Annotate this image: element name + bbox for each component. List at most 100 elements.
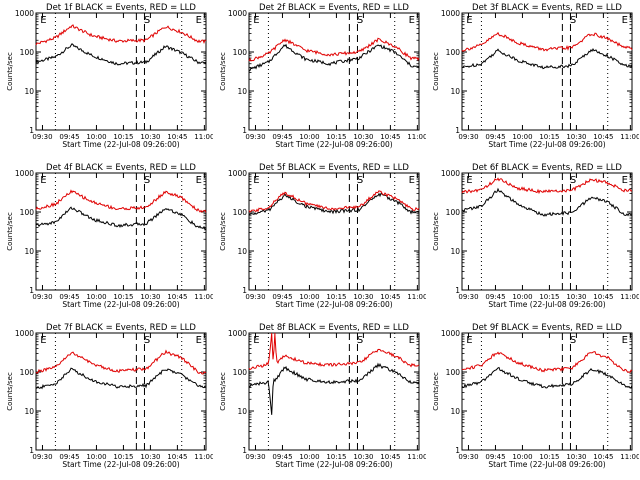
y-tick-label: 1: [29, 286, 34, 295]
marker-label: S: [357, 175, 363, 186]
y-tick-label: 100: [233, 208, 248, 217]
x-tick-label: 09:30: [245, 453, 265, 461]
chart-title: Det 1f BLACK = Events, RED = LLD: [46, 3, 196, 13]
series-lld: [35, 24, 207, 46]
marker-label: S: [570, 335, 576, 346]
marker-label: S: [570, 15, 576, 26]
series-events: [461, 366, 633, 389]
x-axis-title: Start Time (22-Jul-08 09:26:00): [275, 140, 392, 149]
marker-label: E: [622, 335, 628, 346]
x-tick-label: 11:00: [194, 133, 213, 141]
x-axis-title: Start Time (22-Jul-08 09:26:00): [62, 300, 179, 309]
x-tick-label: 10:30: [566, 293, 586, 301]
x-tick-label: 10:00: [299, 133, 319, 141]
marker-label: E: [253, 15, 259, 26]
series-lld: [248, 332, 420, 370]
x-tick-label: 10:00: [86, 293, 106, 301]
y-tick-label: 100: [446, 368, 461, 377]
y-axis-title: Counts/sec: [432, 52, 440, 91]
x-tick-label: 10:45: [380, 133, 400, 141]
x-tick-label: 10:30: [353, 133, 373, 141]
x-tick-label: 11:00: [407, 293, 426, 301]
x-tick-label: 10:30: [353, 293, 373, 301]
y-tick-label: 100: [20, 368, 35, 377]
x-tick-label: 11:00: [194, 293, 213, 301]
x-tick-label: 10:45: [593, 453, 613, 461]
y-tick-label: 100: [20, 48, 35, 57]
x-tick-label: 10:45: [593, 133, 613, 141]
series-lld: [248, 190, 420, 213]
y-tick-label: 100: [233, 48, 248, 57]
x-axis-title: Start Time (22-Jul-08 09:26:00): [275, 460, 392, 469]
y-tick-label: 10: [237, 407, 247, 416]
plot-frame: [248, 12, 420, 131]
y-tick-label: 10: [450, 87, 460, 96]
x-tick-label: 09:45: [485, 133, 505, 141]
x-tick-label: 10:45: [167, 293, 187, 301]
y-tick-label: 10: [237, 87, 247, 96]
marker-label: E: [253, 175, 259, 186]
x-tick-label: 10:30: [566, 453, 586, 461]
x-tick-label: 09:45: [59, 133, 79, 141]
x-tick-label: 10:30: [140, 293, 160, 301]
y-tick-label: 1000: [228, 169, 247, 178]
series-lld: [461, 31, 633, 52]
plot-frame: [248, 172, 420, 291]
x-tick-label: 09:30: [32, 293, 52, 301]
y-tick-label: 1000: [15, 169, 34, 178]
marker-label: E: [253, 335, 259, 346]
marker-label: E: [40, 15, 46, 26]
series-events: [248, 192, 420, 216]
x-tick-label: 10:00: [299, 453, 319, 461]
x-tick-label: 11:00: [620, 293, 639, 301]
y-tick-label: 10: [450, 247, 460, 256]
x-tick-label: 10:45: [167, 133, 187, 141]
y-axis-title: Counts/sec: [219, 372, 227, 411]
x-tick-label: 11:00: [194, 453, 213, 461]
x-tick-label: 09:30: [245, 293, 265, 301]
chart-title: Det 6f BLACK = Events, RED = LLD: [472, 163, 622, 173]
y-tick-label: 1000: [15, 329, 34, 338]
x-tick-label: 10:00: [86, 453, 106, 461]
y-tick-label: 1: [29, 126, 34, 135]
x-tick-label: 10:15: [113, 453, 133, 461]
y-axis-title: Counts/sec: [6, 372, 14, 411]
marker-label: E: [409, 175, 415, 186]
chart-title: Det 4f BLACK = Events, RED = LLD: [46, 163, 196, 173]
plot-frame: [461, 332, 633, 451]
y-axis-title: Counts/sec: [432, 212, 440, 251]
y-tick-label: 100: [233, 368, 248, 377]
x-tick-label: 11:00: [620, 453, 639, 461]
x-tick-label: 10:00: [512, 133, 532, 141]
x-tick-label: 09:45: [272, 453, 292, 461]
x-tick-label: 10:15: [539, 133, 559, 141]
x-axis-title: Start Time (22-Jul-08 09:26:00): [488, 460, 605, 469]
y-axis-title: Counts/sec: [6, 212, 14, 251]
series-lld: [35, 189, 207, 213]
marker-label: S: [144, 335, 150, 346]
y-tick-label: 1000: [228, 329, 247, 338]
plot-frame: [35, 172, 207, 291]
x-tick-label: 09:30: [245, 133, 265, 141]
marker-label: E: [622, 175, 628, 186]
x-tick-label: 09:45: [272, 133, 292, 141]
x-tick-label: 09:45: [59, 293, 79, 301]
marker-label: S: [144, 15, 150, 26]
y-axis-title: Counts/sec: [219, 52, 227, 91]
chart-title: Det 7f BLACK = Events, RED = LLD: [46, 323, 196, 333]
marker-label: E: [40, 175, 46, 186]
y-tick-label: 1: [242, 446, 247, 455]
plot-frame: [35, 12, 207, 131]
plot-frame: [248, 332, 420, 451]
y-tick-label: 100: [446, 48, 461, 57]
marker-label: E: [409, 335, 415, 346]
x-tick-label: 10:00: [512, 293, 532, 301]
y-tick-label: 100: [446, 208, 461, 217]
x-axis-title: Start Time (22-Jul-08 09:26:00): [275, 300, 392, 309]
y-tick-label: 10: [450, 407, 460, 416]
